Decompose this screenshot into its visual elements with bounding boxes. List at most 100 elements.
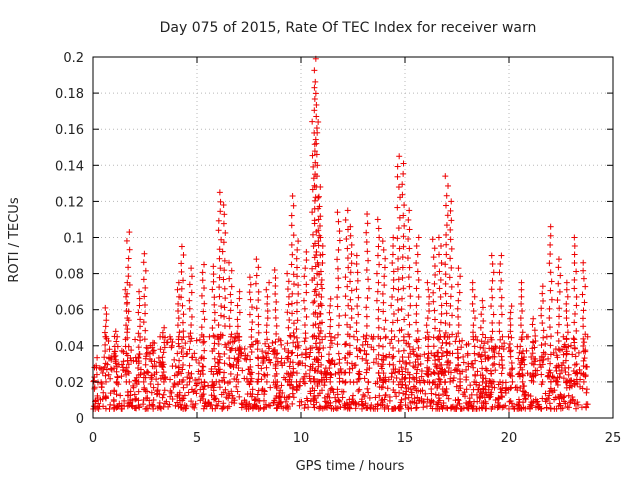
data-point	[335, 218, 342, 225]
data-point	[498, 353, 505, 360]
data-point	[516, 404, 523, 411]
data-point	[521, 391, 528, 398]
data-point	[174, 322, 181, 329]
data-point	[176, 329, 183, 336]
data-point	[402, 365, 409, 372]
data-point	[374, 216, 381, 223]
data-point	[252, 396, 259, 403]
data-point	[540, 334, 547, 341]
data-point	[547, 287, 554, 294]
data-point	[306, 367, 313, 374]
data-point	[107, 375, 114, 382]
data-point	[447, 350, 454, 357]
data-point	[389, 370, 396, 377]
data-point	[425, 333, 432, 340]
data-point	[234, 316, 241, 323]
data-point	[507, 348, 514, 355]
data-point	[501, 340, 508, 347]
data-point	[91, 364, 98, 371]
data-point	[442, 261, 449, 268]
data-point	[546, 314, 553, 321]
data-point	[226, 355, 233, 362]
data-point	[517, 343, 524, 350]
data-point	[249, 319, 256, 326]
data-point	[334, 303, 341, 310]
data-point	[135, 330, 142, 337]
data-point	[306, 353, 313, 360]
data-point	[247, 378, 254, 385]
data-point	[413, 352, 420, 359]
data-point	[406, 283, 413, 290]
data-point	[386, 361, 393, 368]
data-point	[102, 360, 109, 367]
data-point	[285, 355, 292, 362]
data-point	[295, 282, 302, 289]
data-point	[579, 315, 586, 322]
data-point	[248, 393, 255, 400]
data-point	[261, 404, 268, 411]
data-point	[255, 405, 262, 412]
data-point	[518, 300, 525, 307]
data-point	[167, 387, 174, 394]
data-point	[537, 405, 544, 412]
data-point	[447, 302, 454, 309]
data-point	[463, 366, 470, 373]
data-point	[159, 394, 166, 401]
data-point	[455, 281, 462, 288]
data-point	[317, 268, 324, 275]
data-point	[105, 371, 112, 378]
data-point	[318, 293, 325, 300]
data-point	[262, 401, 269, 408]
data-point	[563, 336, 570, 343]
data-point	[540, 327, 547, 334]
data-point	[218, 391, 225, 398]
data-point	[489, 260, 496, 267]
data-point	[208, 392, 215, 399]
data-point	[315, 349, 322, 356]
data-point	[482, 383, 489, 390]
data-point	[398, 364, 405, 371]
data-point	[112, 328, 119, 335]
data-point	[435, 371, 442, 378]
x-tick-label: 10	[293, 431, 310, 446]
data-point	[506, 340, 513, 347]
data-point	[289, 400, 296, 407]
data-point	[496, 378, 503, 385]
data-point	[453, 366, 460, 373]
data-point	[379, 290, 386, 297]
data-point	[347, 223, 354, 230]
data-point	[315, 346, 322, 353]
data-point	[389, 319, 396, 326]
data-point	[447, 293, 454, 300]
data-point	[225, 390, 232, 397]
data-point	[346, 369, 353, 376]
data-point	[128, 402, 135, 409]
data-point	[469, 286, 476, 293]
data-point	[394, 266, 401, 273]
data-point	[276, 399, 283, 406]
data-point	[309, 265, 316, 272]
data-point	[561, 398, 568, 405]
data-point	[395, 348, 402, 355]
data-point	[406, 378, 413, 385]
data-point	[143, 344, 150, 351]
data-point	[344, 207, 351, 214]
data-point	[148, 389, 155, 396]
data-point	[444, 349, 451, 356]
data-point	[122, 367, 129, 374]
data-point	[226, 361, 233, 368]
data-point	[99, 380, 106, 387]
data-point	[200, 339, 207, 346]
data-point	[135, 388, 142, 395]
data-point	[496, 286, 503, 293]
y-tick-label: 0	[76, 412, 84, 427]
data-point	[422, 390, 429, 397]
data-point	[424, 315, 431, 322]
data-point	[175, 364, 182, 371]
data-point	[311, 84, 318, 91]
data-point	[375, 333, 382, 340]
data-point	[143, 395, 150, 402]
data-point	[470, 329, 477, 336]
data-point	[393, 374, 400, 381]
data-point	[374, 252, 381, 259]
